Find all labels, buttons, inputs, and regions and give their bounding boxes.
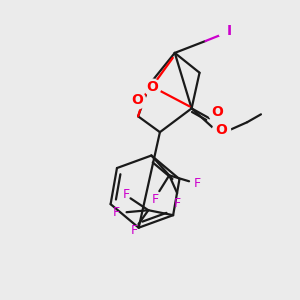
Text: O: O — [146, 80, 158, 94]
Text: O: O — [131, 94, 143, 107]
Text: F: F — [123, 188, 130, 201]
Text: F: F — [131, 224, 138, 236]
Text: F: F — [174, 196, 181, 210]
Text: F: F — [113, 206, 120, 219]
Text: F: F — [152, 193, 159, 206]
Text: O: O — [212, 105, 223, 119]
Text: I: I — [227, 24, 232, 38]
Text: O: O — [215, 123, 227, 137]
Text: F: F — [194, 177, 200, 190]
